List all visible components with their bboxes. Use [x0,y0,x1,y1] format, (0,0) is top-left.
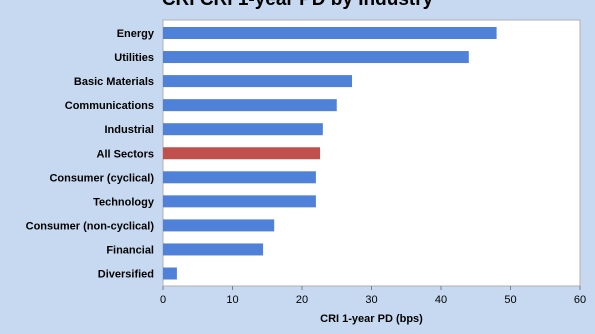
x-axis-title: CRI 1-year PD (bps) [320,313,423,325]
category-label: Financial [106,244,154,256]
category-label: Consumer (non-cyclical) [26,220,155,232]
category-label: Diversified [98,269,154,281]
category-label: Communications [65,100,154,112]
category-label: All Sectors [97,148,154,160]
bar-industrial [163,123,323,136]
bar-communications [163,99,337,112]
category-label: Industrial [104,124,154,136]
bar-basic-materials [163,75,353,88]
category-label: Basic Materials [74,76,154,88]
x-tick-label: 60 [574,294,586,306]
x-tick-label: 50 [504,294,516,306]
category-label: Utilities [114,52,154,64]
bar-energy [163,27,497,39]
category-label: Technology [93,196,155,208]
x-tick-label: 10 [226,294,238,306]
bar-technology [163,195,316,208]
bar-utilities [163,51,469,64]
bar-diversified [163,267,177,280]
category-label: Consumer (cyclical) [49,172,154,184]
chart-title: CRI CRI 1-year PD by Industry [0,0,595,11]
bar-consumer-cyclical [163,171,316,184]
x-tick-label: 0 [160,294,166,306]
bar-all-sectors [163,147,321,160]
x-tick-label: 20 [296,294,308,306]
bar-consumer-non-cyclical [163,219,275,232]
x-tick-label: 40 [435,294,447,306]
x-tick-label: 30 [365,294,377,306]
bar-financial [163,243,264,256]
category-label: Energy [117,28,155,40]
